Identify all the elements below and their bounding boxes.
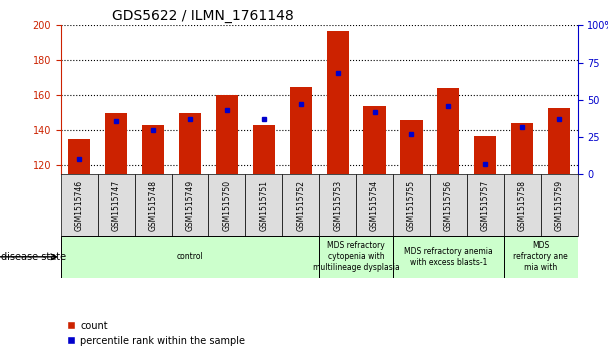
Bar <box>430 174 467 236</box>
Bar <box>105 113 127 174</box>
Text: GSM1515759: GSM1515759 <box>554 180 564 231</box>
Bar <box>142 125 164 174</box>
Bar <box>474 136 496 174</box>
Bar <box>467 174 504 236</box>
Bar <box>61 174 98 236</box>
Bar <box>68 139 91 174</box>
Bar <box>364 106 385 174</box>
Text: GDS5622 / ILMN_1761148: GDS5622 / ILMN_1761148 <box>112 9 294 23</box>
Text: GSM1515758: GSM1515758 <box>518 180 527 231</box>
Bar <box>504 236 578 278</box>
Bar <box>209 174 246 236</box>
Bar <box>289 87 312 174</box>
Bar <box>437 89 460 174</box>
Text: GSM1515750: GSM1515750 <box>223 180 232 231</box>
Text: GSM1515757: GSM1515757 <box>481 180 490 231</box>
Bar <box>171 174 209 236</box>
Bar <box>326 30 349 174</box>
Bar <box>511 123 533 174</box>
Text: control: control <box>177 252 203 261</box>
Text: GSM1515754: GSM1515754 <box>370 180 379 231</box>
Bar <box>216 95 238 174</box>
Text: GSM1515748: GSM1515748 <box>148 180 157 231</box>
Text: disease state: disease state <box>1 252 66 262</box>
Bar <box>504 174 541 236</box>
Bar <box>393 174 430 236</box>
Text: GSM1515746: GSM1515746 <box>75 180 84 231</box>
Bar <box>179 113 201 174</box>
Text: MDS refractory
cytopenia with
multilineage dysplasia: MDS refractory cytopenia with multilinea… <box>313 241 399 272</box>
Legend: count, percentile rank within the sample: count, percentile rank within the sample <box>66 321 245 346</box>
Text: GSM1515752: GSM1515752 <box>296 180 305 231</box>
Bar <box>541 174 578 236</box>
Text: GSM1515751: GSM1515751 <box>260 180 268 231</box>
Text: GSM1515747: GSM1515747 <box>112 180 120 231</box>
Text: GSM1515753: GSM1515753 <box>333 180 342 231</box>
Bar <box>356 174 393 236</box>
Bar <box>282 174 319 236</box>
Bar <box>61 236 319 278</box>
Bar <box>253 125 275 174</box>
Bar <box>134 174 171 236</box>
Bar <box>319 236 393 278</box>
Text: GSM1515749: GSM1515749 <box>185 180 195 231</box>
Text: MDS refractory anemia
with excess blasts-1: MDS refractory anemia with excess blasts… <box>404 247 492 267</box>
Bar <box>401 120 423 174</box>
Bar <box>319 174 356 236</box>
Bar <box>98 174 134 236</box>
Bar <box>246 174 282 236</box>
Text: GSM1515755: GSM1515755 <box>407 180 416 231</box>
Bar <box>548 108 570 174</box>
Text: GSM1515756: GSM1515756 <box>444 180 453 231</box>
Bar <box>393 236 504 278</box>
Text: MDS
refractory ane
mia with: MDS refractory ane mia with <box>513 241 568 272</box>
